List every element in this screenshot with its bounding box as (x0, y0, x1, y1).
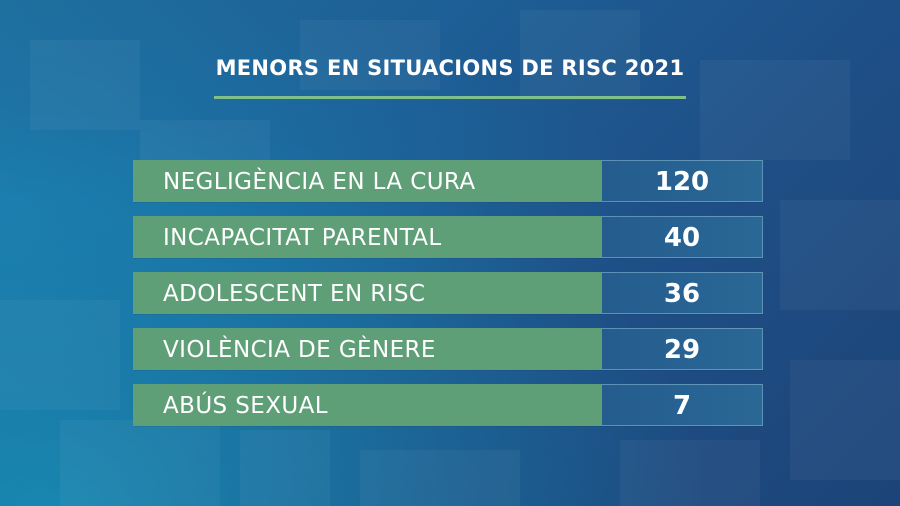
table-row: ADOLESCENT EN RISC 36 (133, 272, 763, 314)
row-label: INCAPACITAT PARENTAL (133, 216, 602, 258)
row-label: ABÚS SEXUAL (133, 384, 602, 426)
title-underline (214, 96, 686, 99)
row-value: 29 (602, 328, 763, 370)
row-value: 120 (602, 160, 763, 202)
row-label: VIOLÈNCIA DE GÈNERE (133, 328, 602, 370)
table-row: INCAPACITAT PARENTAL 40 (133, 216, 763, 258)
page-title: MENORS EN SITUACIONS DE RISC 2021 (215, 56, 685, 80)
table-row: ABÚS SEXUAL 7 (133, 384, 763, 426)
row-label: NEGLIGÈNCIA EN LA CURA (133, 160, 602, 202)
row-label: ADOLESCENT EN RISC (133, 272, 602, 314)
statistics-table: NEGLIGÈNCIA EN LA CURA 120 INCAPACITAT P… (133, 160, 763, 440)
table-row: NEGLIGÈNCIA EN LA CURA 120 (133, 160, 763, 202)
row-value: 40 (602, 216, 763, 258)
table-row: VIOLÈNCIA DE GÈNERE 29 (133, 328, 763, 370)
row-value: 7 (602, 384, 763, 426)
row-value: 36 (602, 272, 763, 314)
